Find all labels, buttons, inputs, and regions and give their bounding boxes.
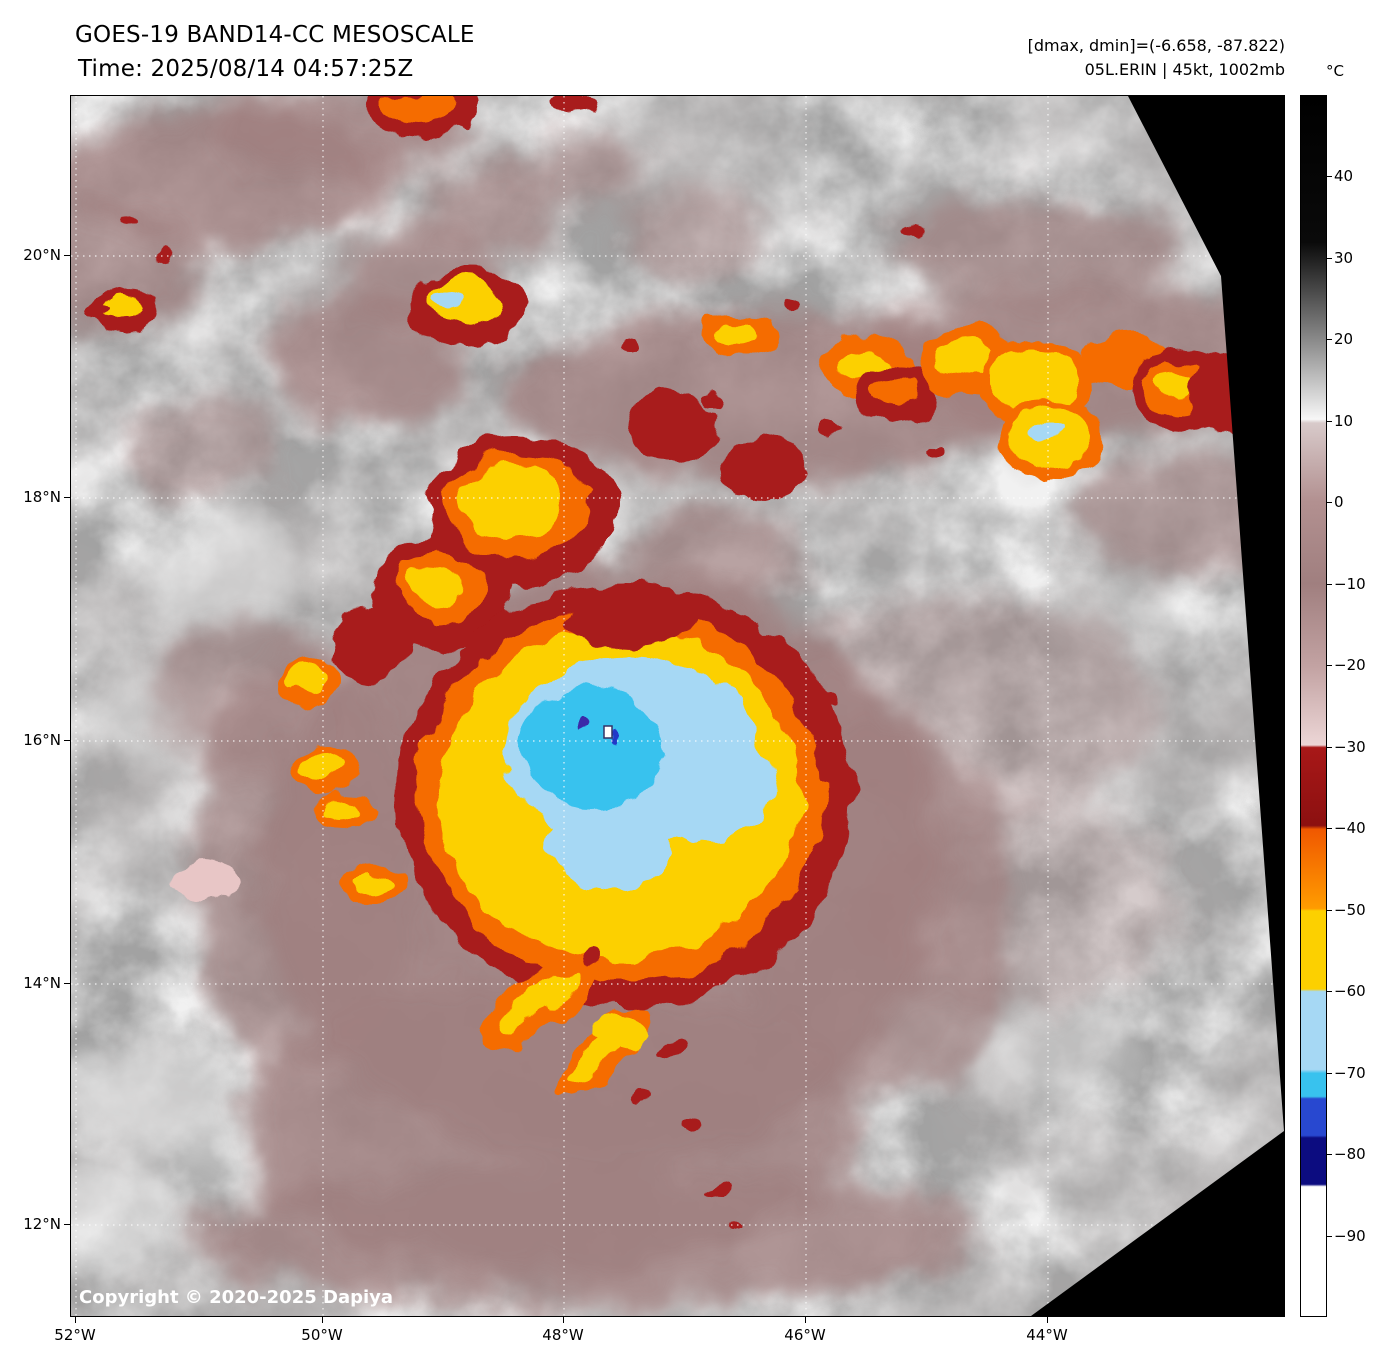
colorbar-tick <box>1327 1235 1332 1237</box>
lon-tick <box>75 1317 76 1323</box>
lon-label: 48°W <box>542 1326 584 1344</box>
colorbar-tick <box>1327 583 1332 585</box>
colorbar-tick <box>1327 746 1332 748</box>
colorbar-tick <box>1327 828 1332 830</box>
colorbar-tick-label: −80 <box>1334 1145 1366 1164</box>
colorbar-tick-label: 20 <box>1334 330 1354 349</box>
colorbar-tick-label: −40 <box>1334 819 1366 838</box>
lon-tick <box>1047 1317 1048 1323</box>
lon-tick <box>563 1317 564 1323</box>
lat-tick <box>64 1224 70 1225</box>
colorbar-tick-label: −30 <box>1334 737 1366 756</box>
colorbar-tick <box>1327 257 1332 259</box>
convective-cells <box>90 96 1282 680</box>
lon-tick <box>805 1317 806 1323</box>
lon-label: 46°W <box>784 1326 826 1344</box>
colorbar-tick <box>1327 502 1332 504</box>
lon-label: 52°W <box>54 1326 96 1344</box>
lat-label: 12°N <box>23 1215 61 1233</box>
scan-edge-mask <box>1031 96 1284 1316</box>
map-frame: Copyright © 2020-2025 Dapiya <box>70 95 1285 1317</box>
hurricane-cdo <box>175 584 854 1236</box>
lat-label: 16°N <box>23 731 61 749</box>
lat-tick <box>64 740 70 741</box>
colorbar-tick-label: 0 <box>1334 493 1344 512</box>
satellite-imagery: Copyright © 2020-2025 Dapiya <box>71 96 1284 1316</box>
lat-tick <box>64 983 70 984</box>
colorbar-tick <box>1327 420 1332 422</box>
colorbar-tick-label: −20 <box>1334 656 1366 675</box>
dmax-dmin-readout: [dmax, dmin]=(-6.658, -87.822) <box>1027 36 1285 55</box>
colorbar-tick-label: −60 <box>1334 982 1366 1001</box>
colorbar-tick-label: 30 <box>1334 248 1354 267</box>
colorbar-tick <box>1327 1072 1332 1074</box>
timestamp: Time: 2025/08/14 04:57:25Z <box>78 56 414 82</box>
lat-tick <box>64 497 70 498</box>
page-title: GOES-19 BAND14-CC MESOSCALE <box>75 22 475 48</box>
colorbar-tick-label: −50 <box>1334 900 1366 919</box>
colorbar <box>1300 95 1327 1317</box>
colorbar-tick-label: 40 <box>1334 167 1354 186</box>
storm-info: 05L.ERIN | 45kt, 1002mb <box>1084 60 1285 79</box>
lon-label: 44°W <box>1026 1326 1068 1344</box>
copyright-text: Copyright © 2020-2025 Dapiya <box>79 1287 393 1308</box>
colorbar-tick <box>1327 339 1332 341</box>
lon-label: 50°W <box>301 1326 343 1344</box>
colorbar-tick <box>1327 176 1332 178</box>
lat-label: 20°N <box>23 246 61 264</box>
lat-label: 18°N <box>23 488 61 506</box>
colorbar-tick-label: 10 <box>1334 411 1354 430</box>
grid-lines <box>71 96 1284 1316</box>
colorbar-tick-label: −70 <box>1334 1063 1366 1082</box>
colorbar-tick <box>1327 909 1332 911</box>
colorbar-tick <box>1327 991 1332 993</box>
colorbar-tick <box>1327 665 1332 667</box>
colorbar-tick-label: −10 <box>1334 574 1366 593</box>
lon-tick <box>322 1317 323 1323</box>
colorbar-unit-label: °C <box>1326 62 1344 80</box>
hurricane-eye-marker <box>603 725 613 739</box>
lat-label: 14°N <box>23 974 61 992</box>
colorbar-tick <box>1327 1154 1332 1156</box>
colorbar-tick-label: −90 <box>1334 1226 1366 1245</box>
lat-tick <box>64 255 70 256</box>
